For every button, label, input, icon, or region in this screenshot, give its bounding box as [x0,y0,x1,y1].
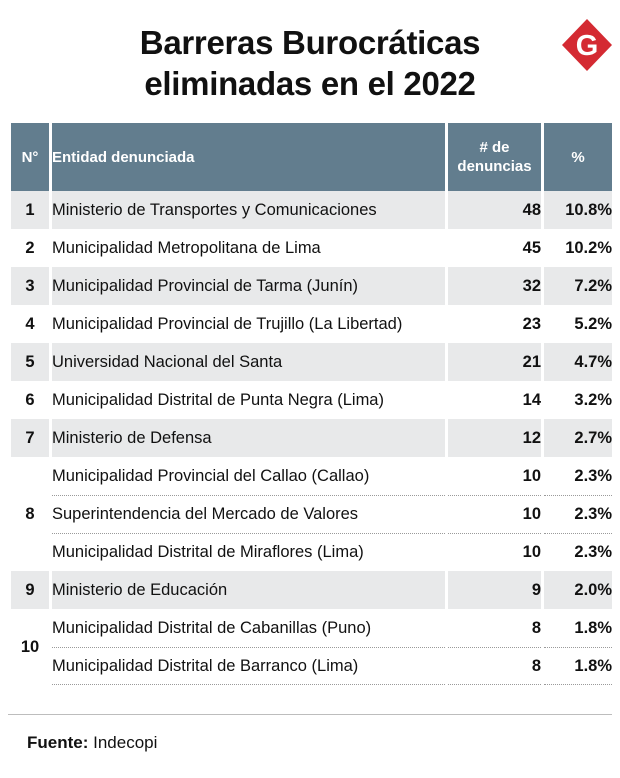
count-cell: 45 [522,238,541,257]
percent-cell: 2.7% [544,419,612,457]
entity-cell: Municipalidad Provincial de Trujillo (La… [52,314,403,333]
entity-cell: Municipalidad Distrital de Miraflores (L… [52,533,445,571]
rank-cell: 6 [25,390,35,409]
entity-cell: Municipalidad Distrital de Punta Negra (… [52,390,384,409]
gestion-logo-icon: G [562,19,612,71]
entity-cell: Ministerio de Educación [52,571,445,609]
percent-cell: 10.8% [544,191,612,229]
rank-cell: 1 [11,191,49,229]
count-cell: 32 [448,267,541,305]
entity-cell: Municipalidad Distrital de Barranco (Lim… [52,647,445,685]
table-row: Superintendencia del Mercado de Valores … [11,495,612,533]
percent-cell: 3.2% [574,390,612,409]
count-cell: 10 [448,533,541,571]
table-row: Municipalidad Distrital de Barranco (Lim… [11,647,612,685]
header-entity: Entidad denunciada [52,123,445,191]
percent-cell: 2.3% [544,495,612,533]
entity-cell: Superintendencia del Mercado de Valores [52,495,445,533]
rank-cell: 9 [11,571,49,609]
entity-cell: Ministerio de Transportes y Comunicacion… [52,191,445,229]
header-count: # de denuncias [448,123,541,191]
rank-cell: 2 [25,238,35,257]
header-percent: % [544,123,612,191]
table-row: 10 Municipalidad Distrital de Cabanillas… [11,609,612,656]
percent-cell: 5.2% [574,314,612,333]
table-row: 5 Universidad Nacional del Santa 21 4.7% [11,343,612,381]
rank-cell: 4 [25,314,35,333]
table-row: 7 Ministerio de Defensa 12 2.7% [11,419,612,457]
table-header-row: N° Entidad denunciada # de denuncias % [11,123,612,191]
percent-cell: 1.8% [544,647,612,685]
count-cell: 10 [448,495,541,533]
table-row: 4 Municipalidad Provincial de Trujillo (… [11,305,612,343]
rank-cell: 8 [25,504,35,523]
rank-cell: 5 [11,343,49,381]
table-row: 3 Municipalidad Provincial de Tarma (Jun… [11,267,612,305]
count-cell: 8 [531,618,541,637]
entity-cell: Municipalidad Provincial de Tarma (Junín… [52,267,445,305]
entity-cell: Ministerio de Defensa [52,419,445,457]
count-cell: 48 [448,191,541,229]
percent-cell: 2.3% [574,466,612,485]
chart-title: Barreras Burocráticas eliminadas en el 2… [60,22,560,104]
table-row: 9 Ministerio de Educación 9 2.0% [11,571,612,609]
table-row: Municipalidad Distrital de Miraflores (L… [11,533,612,571]
percent-cell: 7.2% [544,267,612,305]
count-cell: 10 [522,466,541,485]
title-line-1: Barreras Burocráticas [139,24,481,61]
percent-cell: 4.7% [544,343,612,381]
percent-cell: 10.2% [565,238,612,257]
entity-cell: Municipalidad Distrital de Cabanillas (P… [52,618,372,637]
rank-cell: 3 [11,267,49,305]
percent-cell: 1.8% [574,618,612,637]
source-value: Indecopi [93,733,158,752]
count-cell: 8 [448,647,541,685]
header-number: N° [11,123,49,191]
count-cell: 9 [448,571,541,609]
logo-letter: G [576,30,599,62]
rank-cell: 10 [20,637,40,656]
footer-divider [8,714,612,715]
denuncias-table: N° Entidad denunciada # de denuncias % 1 … [8,123,615,685]
table-row: 8 Municipalidad Provincial del Callao (C… [11,457,612,523]
count-cell: 23 [522,314,541,333]
rank-cell: 7 [11,419,49,457]
percent-cell: 2.0% [544,571,612,609]
title-line-2: eliminadas en el 2022 [144,65,476,102]
entity-cell: Municipalidad Provincial del Callao (Cal… [52,466,370,485]
table-row: 2 Municipalidad Metropolitana de Lima 45… [11,229,612,267]
percent-cell: 2.3% [544,533,612,571]
table-row: 1 Ministerio de Transportes y Comunicaci… [11,191,612,229]
source-note: Fuente: Indecopi [27,733,157,753]
count-cell: 12 [448,419,541,457]
entity-cell: Municipalidad Metropolitana de Lima [52,238,321,257]
entity-cell: Universidad Nacional del Santa [52,343,445,381]
table-row: 6 Municipalidad Distrital de Punta Negra… [11,381,612,419]
count-cell: 21 [448,343,541,381]
source-label: Fuente: [27,733,89,752]
count-cell: 14 [522,390,541,409]
